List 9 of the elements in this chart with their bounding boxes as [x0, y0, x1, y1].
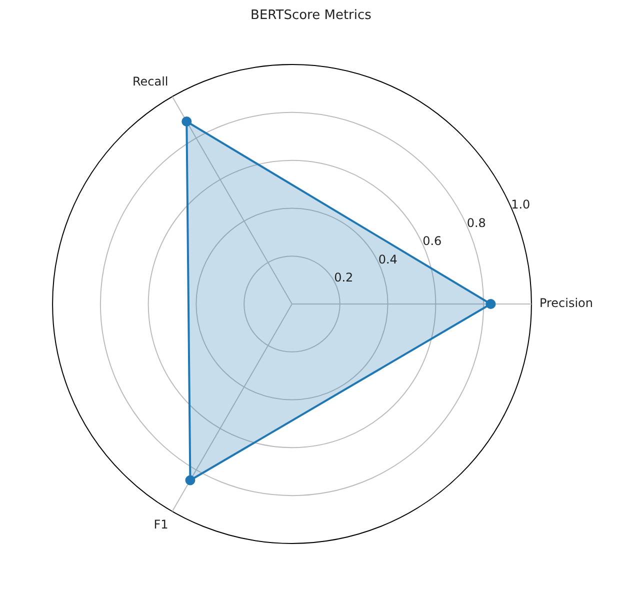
chart-title: BERTScore Metrics — [250, 8, 372, 24]
spoke-label: Precision — [539, 296, 594, 310]
spoke-label: Recall — [132, 74, 168, 89]
y-tick-label: 0.8 — [466, 216, 486, 230]
y-tick-label: 0.4 — [378, 252, 398, 266]
y-tick-label: 1.0 — [511, 197, 530, 212]
y-tick-label: 0.6 — [422, 234, 442, 248]
y-tick-label: 0.2 — [334, 270, 354, 285]
spoke-label: F1 — [154, 518, 168, 532]
